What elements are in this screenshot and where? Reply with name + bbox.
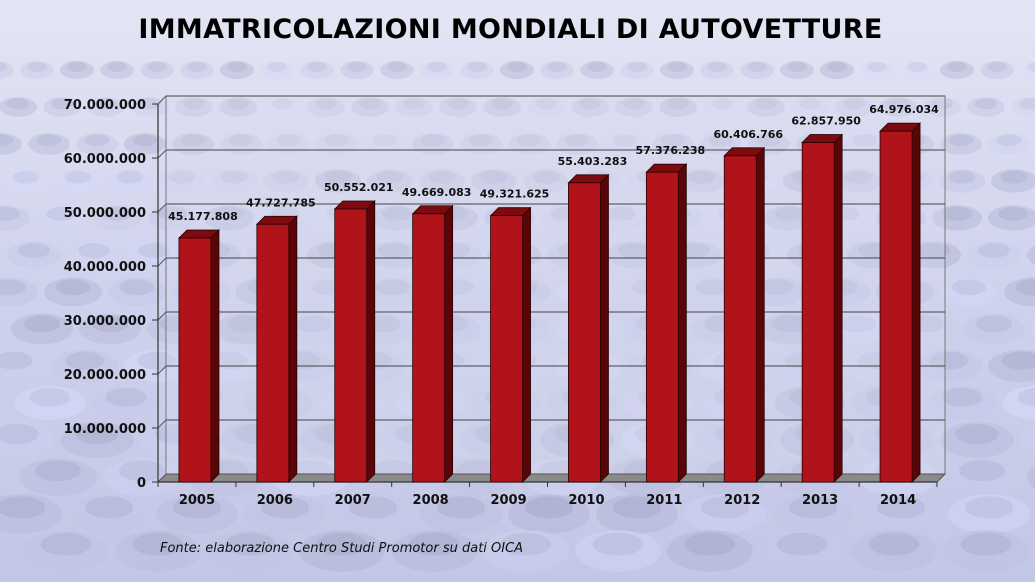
x-tick-label: 2006 — [257, 493, 293, 508]
y-tick-label: 0 — [137, 476, 146, 491]
x-tick-label: 2011 — [646, 493, 682, 508]
bar-side — [911, 122, 921, 483]
x-tick-label: 2010 — [568, 493, 604, 508]
bar-2006 — [255, 215, 298, 483]
gridline-depth — [157, 149, 167, 159]
bar-front — [256, 223, 290, 483]
y-tick-label: 20.000.000 — [64, 368, 146, 383]
gridline-depth — [157, 95, 167, 105]
y-tick-label: 60.000.000 — [64, 152, 146, 167]
bar-front — [645, 171, 679, 483]
bar-side — [522, 206, 531, 483]
y-tick-label: 10.000.000 — [64, 422, 146, 437]
bar-front — [412, 213, 446, 483]
bar-side — [677, 163, 687, 483]
bar-2009 — [489, 206, 532, 483]
data-label: 50.552.021 — [324, 181, 394, 194]
data-label: 49.321.625 — [480, 188, 550, 201]
bar-front — [568, 182, 601, 483]
gridline-depth — [157, 365, 167, 375]
gridline-depth — [157, 311, 167, 321]
data-label: 55.403.283 — [558, 155, 628, 168]
bar-side — [755, 146, 765, 483]
data-label: 47.727.785 — [246, 196, 316, 209]
bar-side — [288, 215, 298, 483]
bar-side — [833, 133, 843, 483]
bar-side — [366, 200, 376, 483]
y-tick-label: 40.000.000 — [64, 260, 146, 275]
gridline-depth — [157, 203, 167, 213]
y-tick-label: 70.000.000 — [64, 98, 146, 113]
data-label: 57.376.238 — [636, 144, 706, 157]
x-tick-label: 2007 — [335, 493, 371, 508]
y-tick-label: 50.000.000 — [64, 206, 146, 221]
bar-front — [334, 208, 368, 483]
bar-2013 — [801, 133, 844, 483]
bar-front — [490, 215, 523, 483]
bar-2014 — [879, 122, 922, 483]
x-tick-label: 2008 — [413, 493, 449, 508]
data-label: 60.406.766 — [713, 128, 783, 141]
bar-2012 — [723, 146, 766, 483]
bar-2005 — [177, 229, 220, 483]
data-label: 64.976.034 — [869, 103, 939, 116]
bar-front — [879, 130, 913, 483]
gridline-depth — [157, 419, 167, 429]
x-tick-label: 2012 — [724, 493, 760, 508]
bar-front — [801, 142, 835, 483]
x-tick-label: 2013 — [802, 493, 838, 508]
bar-front — [723, 155, 757, 483]
bar-front — [178, 237, 212, 483]
y-tick-label: 30.000.000 — [64, 314, 146, 329]
bar-side — [210, 229, 220, 483]
data-label: 45.177.808 — [168, 210, 238, 223]
bar-2008 — [411, 204, 454, 483]
bar-side — [444, 204, 454, 483]
source-note: Fonte: elaborazione Centro Studi Promoto… — [160, 541, 524, 556]
data-label: 49.669.083 — [402, 186, 472, 199]
bar-side — [600, 173, 609, 483]
bar-2007 — [333, 200, 376, 483]
chart-title-text: IMMATRICOLAZIONI MONDIALI DI AUTOVETTURE — [138, 14, 883, 45]
gridline-depth — [157, 257, 167, 267]
bar-2011 — [645, 163, 688, 483]
chart-title: IMMATRICOLAZIONI MONDIALI DI AUTOVETTURE — [0, 14, 1035, 45]
bar-2010 — [567, 173, 610, 483]
x-tick-label: 2005 — [179, 493, 215, 508]
x-tick-label: 2014 — [880, 493, 916, 508]
x-tick-label: 2009 — [490, 493, 526, 508]
data-label: 62.857.950 — [791, 115, 861, 128]
